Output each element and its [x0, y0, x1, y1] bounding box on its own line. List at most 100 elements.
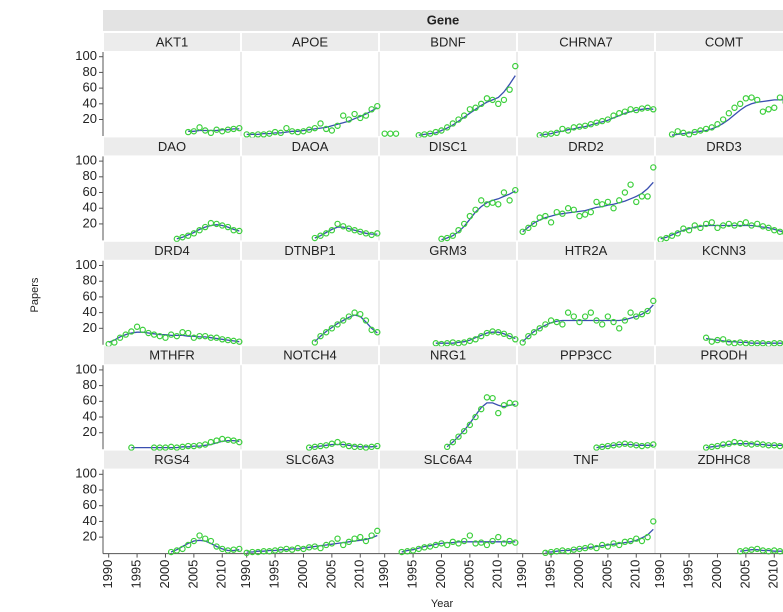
point: [362, 444, 370, 451]
x-tick-label: 2000: [295, 560, 310, 589]
point: [167, 443, 175, 451]
point: [668, 232, 676, 239]
point: [536, 325, 543, 332]
strip-bg: [518, 241, 654, 260]
strip-bg: [380, 346, 516, 365]
point: [483, 95, 491, 102]
point: [483, 201, 491, 208]
point: [173, 547, 181, 554]
point: [708, 338, 715, 345]
point: [598, 321, 606, 328]
point: [598, 117, 606, 125]
point: [616, 541, 623, 549]
fit-line: [522, 181, 654, 233]
point: [506, 86, 513, 93]
point: [179, 329, 186, 336]
fit-line: [441, 190, 516, 241]
point: [213, 334, 220, 341]
point: [754, 220, 761, 228]
point: [415, 545, 422, 553]
x-tick-label: 2010: [214, 560, 229, 589]
point: [736, 439, 744, 447]
point: [460, 112, 468, 119]
strip-bg: [380, 33, 516, 51]
strip-bg: [104, 137, 240, 156]
point: [644, 104, 651, 111]
point: [236, 227, 243, 235]
panel-title: DISC1: [429, 139, 467, 154]
point: [116, 334, 124, 341]
point: [317, 120, 324, 127]
point: [213, 437, 220, 444]
y-tick-label: 40: [83, 200, 97, 215]
strip-bg: [104, 241, 240, 260]
point: [368, 106, 375, 113]
point: [173, 235, 181, 243]
point: [754, 545, 761, 553]
point: [340, 541, 347, 549]
point: [478, 332, 485, 340]
point: [478, 197, 485, 204]
point: [512, 336, 519, 343]
panel-title: AKT1: [156, 34, 189, 49]
point: [449, 538, 457, 546]
point: [530, 220, 538, 228]
point: [202, 535, 209, 542]
point: [587, 543, 595, 550]
point: [616, 110, 623, 117]
x-tick-label: 2005: [737, 560, 752, 589]
point: [581, 211, 589, 218]
point: [719, 116, 727, 123]
point: [362, 537, 370, 545]
point: [167, 548, 175, 556]
point: [184, 541, 192, 549]
panel-title: KCNN3: [702, 243, 746, 258]
point: [184, 128, 192, 136]
point: [374, 230, 381, 237]
point: [460, 427, 468, 435]
point: [368, 532, 375, 539]
strip-bg: [656, 137, 783, 156]
point: [610, 318, 617, 326]
y-tick-label: 80: [83, 273, 97, 288]
point: [714, 442, 721, 450]
y-tick-label: 60: [83, 184, 97, 199]
point: [426, 543, 434, 550]
point: [392, 130, 400, 137]
point: [374, 102, 381, 110]
point: [351, 309, 358, 316]
point: [345, 116, 353, 123]
point: [381, 130, 388, 137]
point: [283, 124, 290, 132]
point: [196, 532, 203, 539]
point: [512, 539, 519, 546]
point: [133, 323, 141, 330]
point: [340, 441, 347, 448]
point: [616, 197, 623, 204]
x-tick-label: 2005: [461, 560, 476, 589]
point: [691, 128, 698, 136]
panel-title: DRD2: [568, 139, 603, 154]
point: [587, 121, 595, 128]
point: [719, 222, 727, 229]
y-axis-label: Papers: [29, 277, 41, 312]
point: [311, 543, 319, 550]
strip-bg: [242, 346, 378, 365]
point: [236, 545, 243, 553]
point: [317, 332, 324, 340]
point: [714, 224, 721, 232]
strip-bg: [242, 33, 378, 51]
point: [714, 121, 721, 128]
point: [455, 226, 462, 234]
point: [621, 440, 629, 447]
facet-header: Gene: [427, 12, 460, 27]
point: [650, 441, 657, 448]
point: [564, 309, 572, 316]
panel-title: COMT: [705, 34, 743, 49]
point: [610, 540, 617, 547]
point: [207, 438, 215, 446]
point: [495, 409, 502, 417]
point: [374, 527, 381, 535]
point: [334, 321, 341, 328]
point: [443, 124, 451, 131]
